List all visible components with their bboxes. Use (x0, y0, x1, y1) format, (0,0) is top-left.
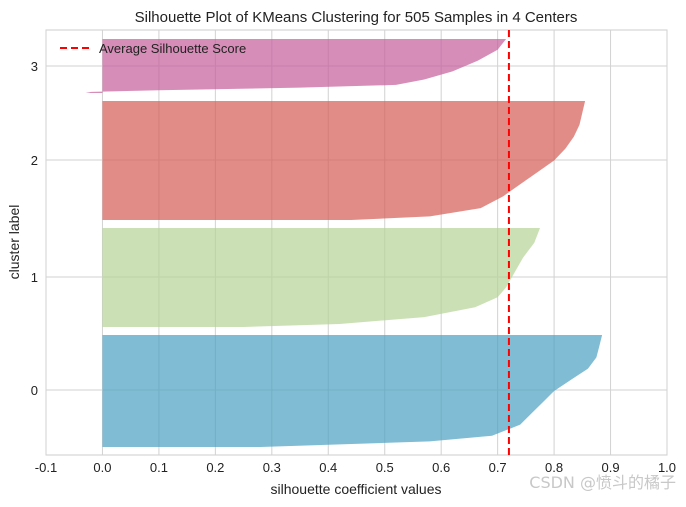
cluster-silhouettes (85, 39, 603, 447)
silhouette-cluster-3 (85, 39, 507, 93)
x-tick-label: 0.6 (432, 460, 450, 475)
x-tick-label: 0.5 (376, 460, 394, 475)
watermark-text: CSDN @愤斗的橘子 (529, 473, 676, 492)
legend-label-average: Average Silhouette Score (99, 41, 246, 56)
y-tick-label-cluster-3: 3 (31, 59, 38, 74)
legend: Average Silhouette Score (60, 41, 246, 56)
silhouette-cluster-2 (102, 101, 586, 220)
y-tick-label-cluster-1: 1 (31, 270, 38, 285)
y-tick-label-cluster-0: 0 (31, 383, 38, 398)
x-tick-label: 0.3 (263, 460, 281, 475)
x-tick-label: 0.4 (319, 460, 337, 475)
x-tick-label: 0.2 (206, 460, 224, 475)
x-axis-label: silhouette coefficient values (271, 481, 442, 497)
silhouette-cluster-0 (102, 335, 603, 447)
x-tick-label: 0.1 (150, 460, 168, 475)
y-axis-label: cluster label (6, 205, 22, 280)
x-tick-label: 0.0 (93, 460, 111, 475)
x-tick-label: 1.0 (658, 460, 676, 475)
y-tick-label-cluster-2: 2 (31, 153, 38, 168)
silhouette-cluster-1 (102, 228, 541, 327)
x-tick-label: -0.1 (35, 460, 57, 475)
x-tick-label: 0.7 (489, 460, 507, 475)
x-axis-ticks: -0.1 0.0 0.1 0.2 0.3 0.4 0.5 0.6 0.7 0.8 0.9 1.0 (35, 460, 676, 475)
chart-title: Silhouette Plot of KMeans Clustering for… (135, 9, 578, 26)
x-tick-label: 0.8 (545, 460, 563, 475)
y-axis-ticks: 0 1 2 3 (31, 59, 38, 398)
x-tick-label: 0.9 (602, 460, 620, 475)
